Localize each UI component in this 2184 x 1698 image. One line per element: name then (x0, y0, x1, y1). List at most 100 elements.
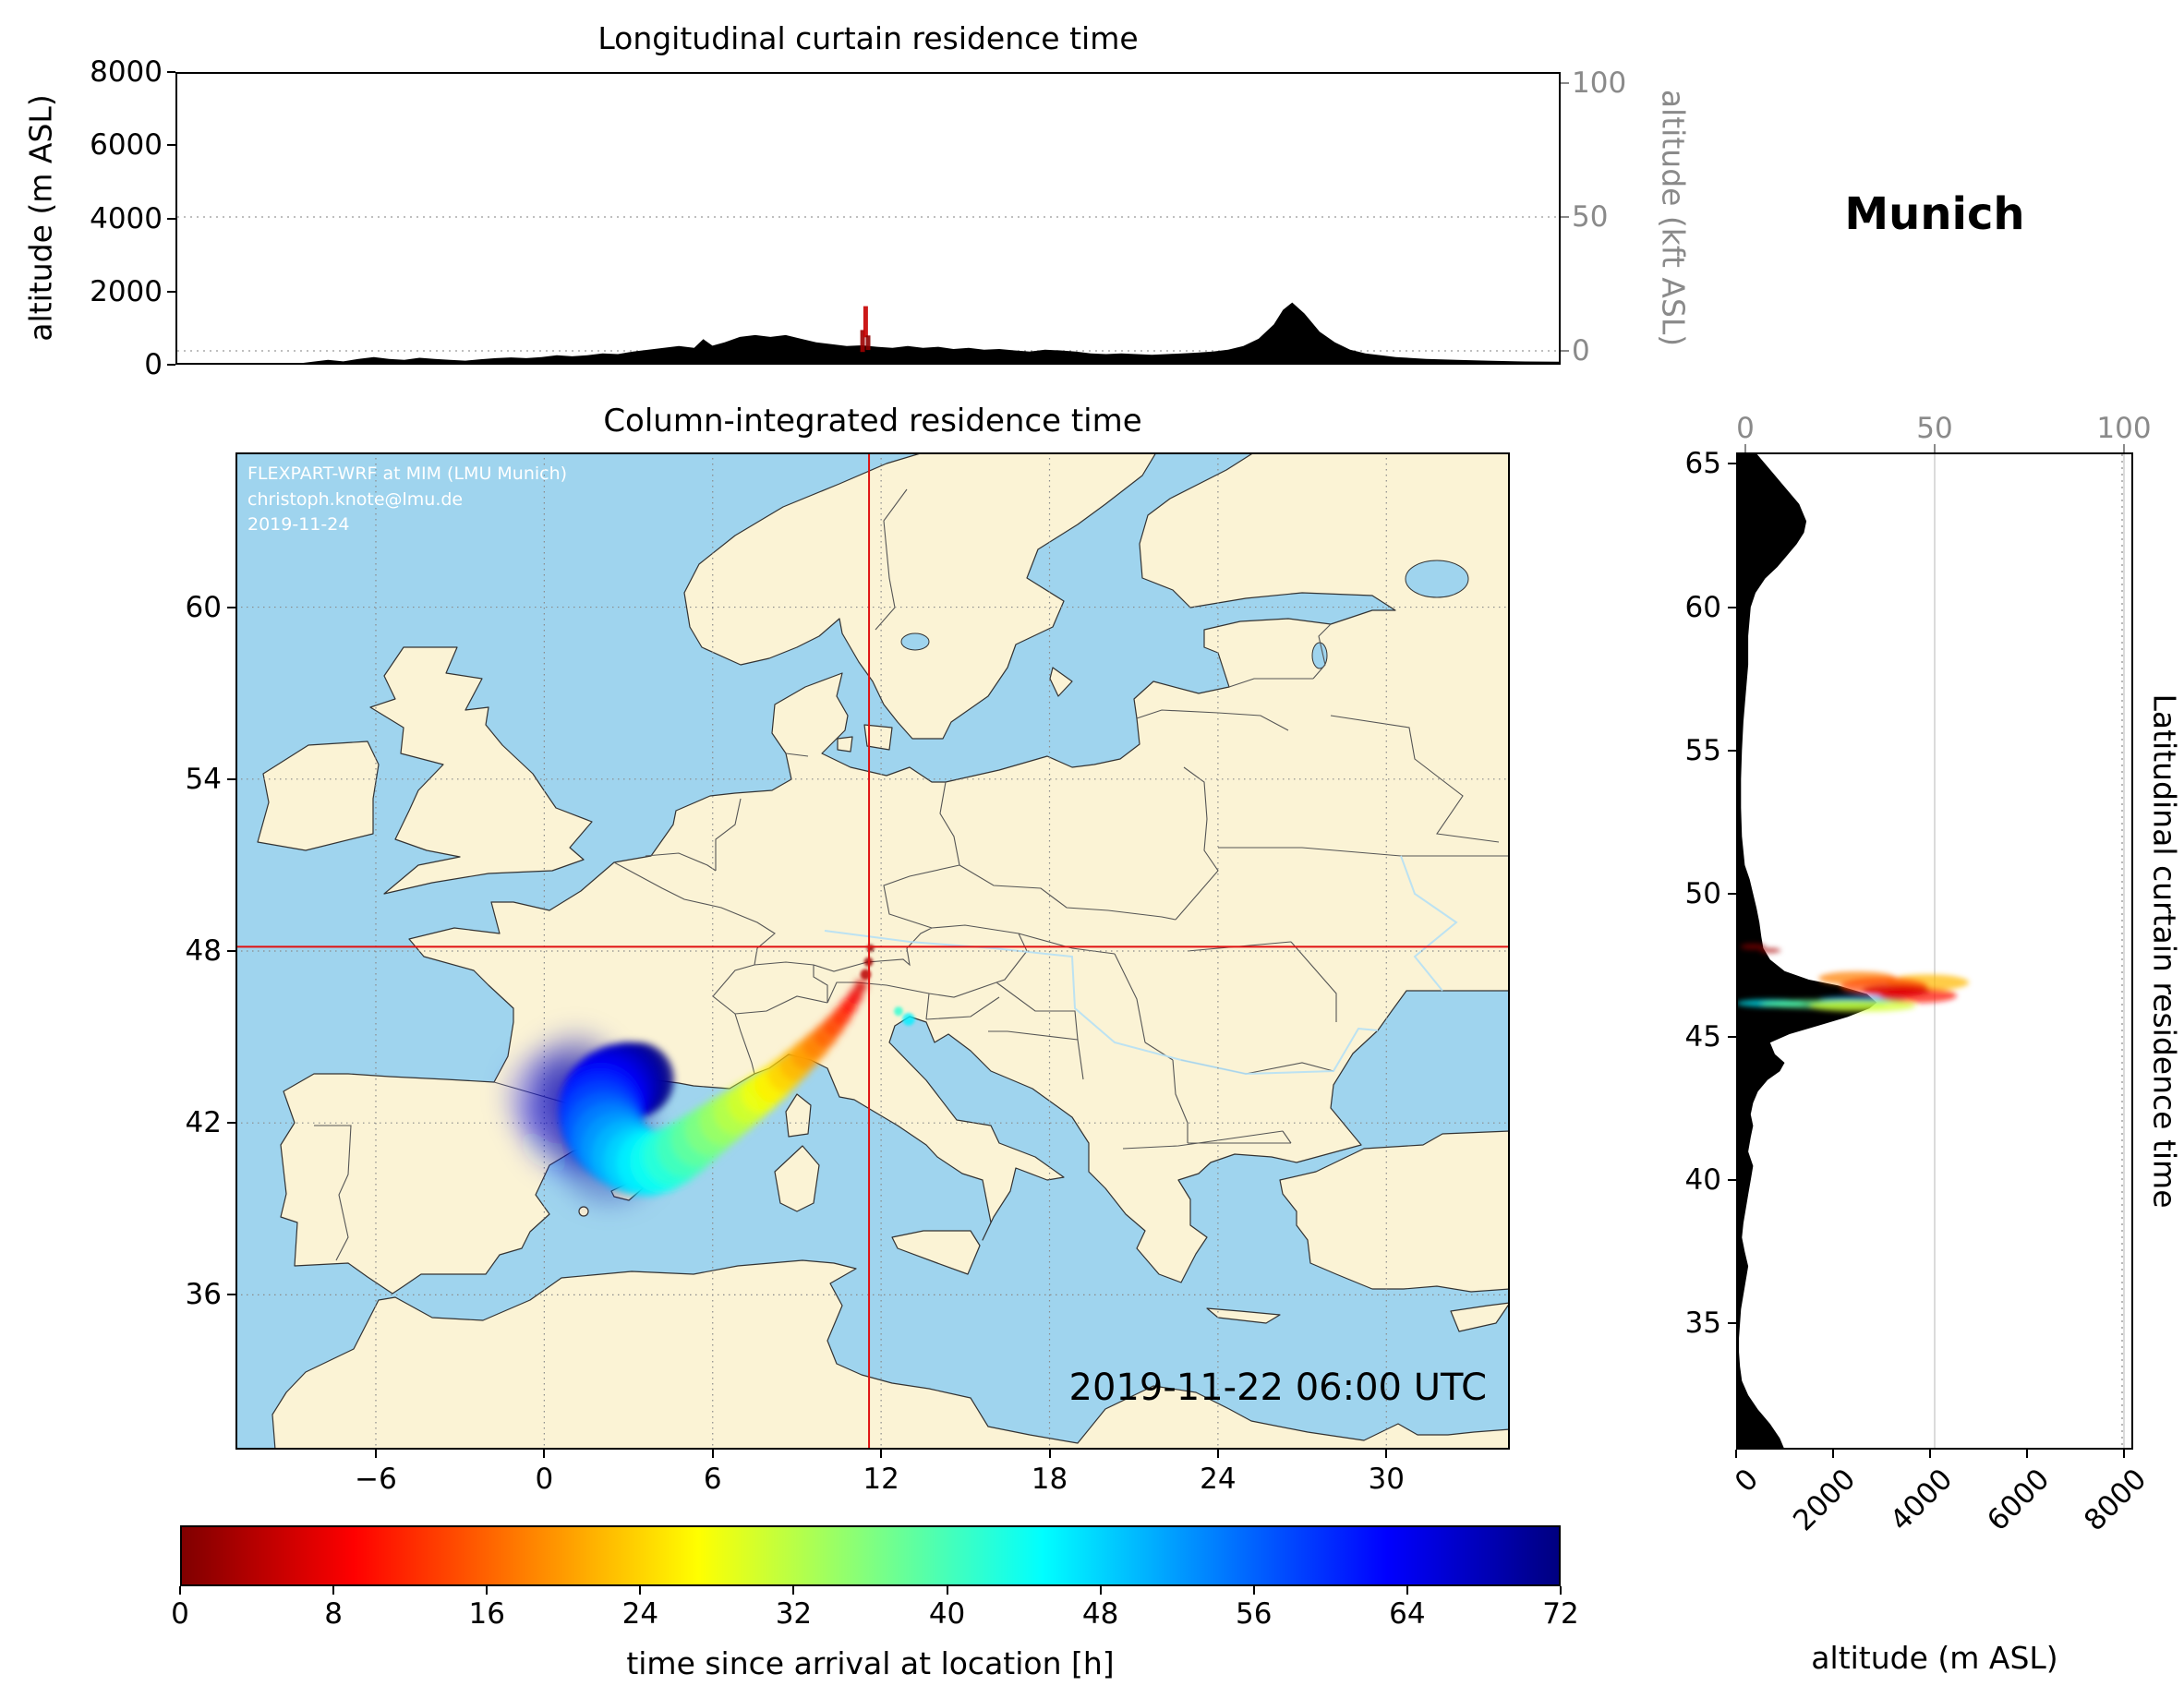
island-sicily (891, 1230, 981, 1275)
colorbar (180, 1525, 1561, 1586)
right-xtick-top-label: 0 (1736, 412, 1755, 445)
right-ytick-mark (1728, 749, 1736, 752)
right-xtick-label: 8000 (2078, 1463, 2154, 1538)
watermark: FLEXPART-WRF at MIM (LMU Munich) christo… (247, 462, 567, 538)
map-xtick-label: 30 (1368, 1463, 1405, 1496)
top-ytick-label: 2000 (90, 274, 163, 308)
coastline-great-britain (369, 646, 593, 895)
residence-blobs (1736, 944, 1969, 1012)
latitudinal-curtain-panel (1736, 452, 2133, 1450)
right-ytick-label: 60 (1684, 590, 1721, 624)
map-ytick-mark (227, 949, 235, 952)
map-xtick-label: −6 (355, 1463, 397, 1496)
map-xtick-label: 18 (1031, 1463, 1068, 1496)
top-ytick-mark (167, 144, 175, 147)
right-ytick-label: 65 (1684, 447, 1721, 481)
residence-mark (860, 330, 865, 353)
colorbar-tick-label: 40 (928, 1597, 966, 1631)
right-panel-xlabel: altitude (m ASL) (1811, 1640, 2058, 1676)
island-zealand (863, 724, 893, 751)
right-xtick-top-mark (1744, 444, 1746, 452)
map-ytick-label: 60 (185, 590, 222, 624)
plume-track (558, 980, 867, 1197)
right-xtick-label: 6000 (1981, 1463, 2057, 1538)
top-ytick-right-label: 100 (1572, 66, 1627, 100)
map-ytick-mark (227, 1294, 235, 1296)
colorbar-tick-mark (1406, 1586, 1408, 1595)
map-xtick-label: 6 (703, 1463, 722, 1496)
plume-blob (854, 980, 867, 993)
top-ytick-right-mark (1561, 82, 1569, 84)
top-ytick-label: 4000 (90, 201, 163, 235)
map-xtick-mark (1385, 1450, 1388, 1458)
top-panel-ylabel-right: altitude (kft ASL) (1655, 89, 1692, 347)
residence-mark (865, 335, 871, 351)
coastline-ireland (257, 741, 380, 851)
colorbar-tick-mark (1252, 1586, 1255, 1595)
top-ytick-right-label: 50 (1572, 200, 1609, 234)
map-frame (235, 452, 1510, 1450)
map-ytick-mark (227, 1122, 235, 1125)
right-xtick-label: 2000 (1787, 1463, 1863, 1538)
right-xtick-top-label: 50 (1916, 412, 1953, 445)
top-ytick-mark (167, 71, 175, 73)
map-ytick-label: 36 (185, 1278, 222, 1312)
colorbar-tick-mark (332, 1586, 335, 1595)
right-xtick-mark (2123, 1450, 2125, 1458)
top-ytick-label: 0 (144, 348, 163, 381)
terrain-profile-longitudinal (175, 302, 1561, 365)
coastline-north-africa (271, 1259, 1510, 1450)
plume-blob (866, 944, 875, 952)
top-ytick-label: 6000 (90, 128, 163, 163)
map-gridlines (235, 452, 1510, 1450)
residence-mark (863, 306, 868, 338)
map-timestamp: 2019-11-22 06:00 UTC (1068, 1367, 1487, 1409)
right-ytick-mark (1728, 892, 1736, 895)
top-ytick-mark (167, 364, 175, 366)
colorbar-tick-label: 16 (468, 1597, 505, 1631)
colorbar-tick-label: 72 (1542, 1597, 1579, 1631)
right-ytick-mark (1728, 463, 1736, 465)
colorbar-tick-label: 8 (324, 1597, 343, 1631)
coastline-turkey (1279, 1130, 1510, 1293)
terrain-profile-latitudinal (1736, 452, 1877, 1450)
right-ytick-label: 35 (1684, 1307, 1721, 1341)
colorbar-tick-mark (179, 1586, 181, 1595)
plume-speck (902, 1013, 915, 1026)
right-xtick-top-mark (2123, 444, 2125, 452)
receptor-crosshair (235, 452, 1510, 1450)
map-ytick-mark (227, 606, 235, 608)
right-xtick-mark (1735, 1450, 1737, 1458)
island-corsica (785, 1093, 812, 1138)
colorbar-tick-mark (792, 1586, 795, 1595)
right-ytick-label: 45 (1684, 1020, 1721, 1054)
right-xtick-top-label: 100 (2096, 412, 2152, 445)
island-sardinia (774, 1145, 820, 1212)
map-xtick-mark (374, 1450, 377, 1458)
lake-ladoga (1405, 560, 1469, 598)
colorbar-tick-label: 48 (1081, 1597, 1119, 1631)
right-ytick-mark (1728, 1179, 1736, 1182)
island-cyprus (1450, 1302, 1510, 1332)
map-xtick-label: 12 (863, 1463, 899, 1496)
top-ytick-right-label: 0 (1572, 334, 1590, 367)
colorbar-label: time since arrival at location [h] (626, 1645, 1115, 1681)
colorbar-tick-mark (639, 1586, 642, 1595)
map-xtick-mark (880, 1450, 883, 1458)
lake-vanern (900, 632, 930, 651)
right-ytick-mark (1728, 1322, 1736, 1325)
colorbar-tick-label: 0 (171, 1597, 189, 1631)
colorbar-tick-mark (1560, 1586, 1562, 1595)
colorbar-tick-label: 24 (621, 1597, 659, 1631)
right-ytick-label: 40 (1684, 1163, 1721, 1198)
right-xtick-mark (2026, 1450, 2028, 1458)
colorbar-tick-mark (946, 1586, 948, 1595)
residence-blob (1759, 947, 1781, 953)
right-ytick-label: 50 (1684, 876, 1721, 910)
map-xtick-mark (543, 1450, 546, 1458)
map-xtick-mark (1048, 1450, 1051, 1458)
residence-blob (1740, 944, 1767, 950)
residence-blob (1862, 984, 1931, 997)
map-panel (235, 452, 1510, 1450)
map-panel-title: Column-integrated residence time (603, 403, 1142, 440)
